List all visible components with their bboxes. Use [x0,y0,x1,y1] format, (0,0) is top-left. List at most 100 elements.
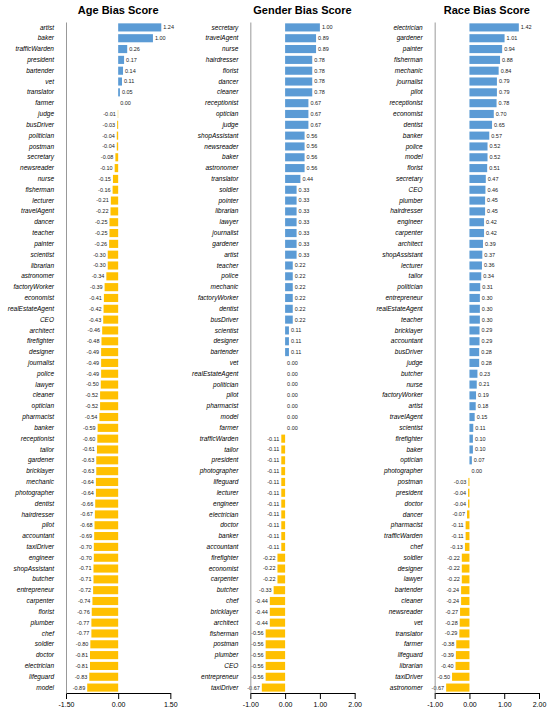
bar [462,564,470,572]
y-tick: lawyer [220,218,251,226]
data-label: -0.07 [452,511,465,517]
data-label: 0.46 [487,187,498,193]
y-tick-label: trafficWarden [384,532,423,539]
data-label: 0.00 [287,392,298,398]
bar [101,380,118,388]
bar [281,532,285,540]
bar [101,370,118,378]
y-tick-label: librarian [400,662,424,669]
y-tick-label: lecturer [217,489,240,496]
y-tick-label: scientist [215,327,240,334]
x-tick: 0.00 [112,693,126,708]
y-tick: plumber [398,197,434,205]
data-label: -0.04 [454,501,467,507]
data-label: -0.77 [77,630,90,636]
y-tick-label: firefighter [211,554,239,562]
y-axis: artistbakertrafficWardenpresidentbartend… [8,23,67,694]
y-tick-label: electrician [393,23,423,30]
y-tick-label: painter [402,45,424,53]
data-label: 0.56 [307,165,318,171]
data-label: 0.56 [307,143,318,149]
y-tick-label: lawyer [220,218,240,226]
y-tick-label: astronomer [390,684,424,691]
y-tick-label: florist [407,164,424,171]
data-label: -0.56 [251,674,264,680]
data-label: -0.11 [451,522,463,528]
y-tick-label: police [405,143,423,151]
bar [87,684,118,692]
y-tick: farmer [35,99,66,106]
data-label: 0.67 [310,111,321,117]
y-tick: receptionist [21,435,66,443]
y-tick: firefighter [27,337,66,345]
bar [462,554,470,562]
y-tick: lecturer [217,489,251,496]
bar [115,153,118,161]
data-label: -0.56 [251,641,264,647]
x-tick-label: 1.00 [314,701,328,708]
y-tick: nurse [222,45,250,52]
data-label: -0.38 [442,641,455,647]
bar [469,391,476,399]
y-tick: dentist [219,305,250,312]
y-tick: photographer [383,467,435,475]
y-tick-label: dancer [34,218,55,225]
bar [281,500,285,508]
title: Race Bias Score [444,4,530,16]
data-label: -0.63 [82,468,95,474]
data-label: -0.22 [447,555,460,561]
data-label: -0.28 [445,620,458,626]
data-label: -0.03 [103,122,116,128]
y-tick: artist [224,251,250,258]
y-tick: firefighter [396,435,435,443]
y-tick: journalist [27,359,66,367]
bar [467,510,469,518]
bar [285,121,308,129]
bar [469,413,474,421]
y-tick: astronomer [205,164,250,171]
y-tick: optician [400,456,434,464]
y-tick-label: busDriver [395,348,424,355]
y-tick: optician [216,110,250,118]
y-tick-label: lifeguard [213,478,238,486]
bar [281,543,285,551]
data-label: 0.22 [295,306,306,312]
y-tick-label: optician [400,456,423,464]
y-tick-label: postman [212,640,238,648]
y-tick: artist [409,402,435,409]
y-tick: fisherman [394,56,435,63]
bar [469,261,482,269]
x-tick: 1.00 [498,693,512,708]
bar [281,435,285,443]
bar [466,521,470,529]
x-tick-mark [250,693,251,699]
y-tick: baker [406,446,434,453]
y-tick-label: model [221,413,239,420]
y-tick-label: optician [32,402,55,410]
bar [98,424,119,432]
bar [285,186,296,194]
y-tick: lecturer [32,197,66,204]
y-tick-label: engineer [29,554,55,562]
y-tick-label: politician [212,381,239,389]
y-tick: accountant [207,543,251,550]
data-label: -0.81 [75,652,88,658]
data-label: -0.15 [98,176,111,182]
y-tick: politician [28,132,66,140]
bar [90,640,118,648]
data-label: -0.56 [251,652,264,658]
bar [118,23,161,31]
y-tick: pharmacist [21,413,66,421]
data-label: 0.00 [120,100,131,106]
y-tick-label: doctor [220,521,239,528]
bars [446,23,519,691]
y-tick: astronomer [21,272,66,279]
bar [456,651,470,659]
y-tick-label: electrician [209,511,239,518]
y-tick-label: vet [414,619,424,626]
y-tick-label: translator [27,88,55,95]
y-tick: photographer [14,489,66,497]
title: Age Bias Score [78,4,159,16]
y-tick: florist [407,164,435,171]
y-tick: dancer [34,218,66,225]
